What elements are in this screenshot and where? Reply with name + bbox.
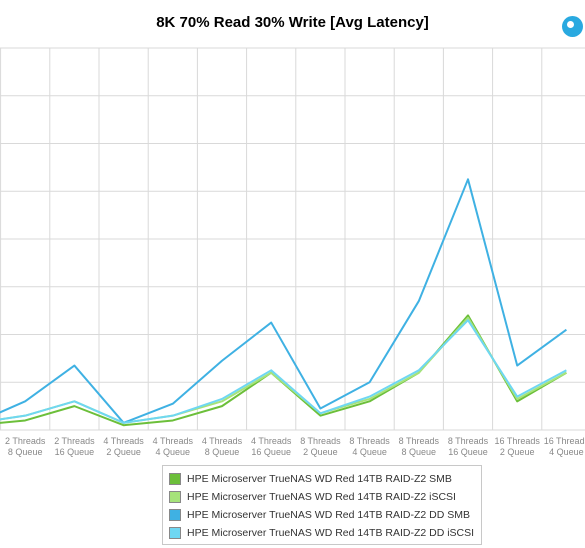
legend-item[interactable]: HPE Microserver TrueNAS WD Red 14TB RAID… [169, 489, 456, 504]
series-line-1 [0, 314, 567, 427]
logo-inner-dot [567, 21, 574, 28]
circle-logo-icon [562, 16, 583, 37]
legend-swatch [169, 490, 181, 503]
legend-label: HPE Microserver TrueNAS WD Red 14TB RAID… [187, 508, 470, 521]
series-line-3 [0, 178, 567, 424]
x-tick-label: 4 Threads 8 Queue [202, 436, 243, 457]
series-line-2 [0, 316, 567, 424]
series-lines [0, 178, 567, 427]
x-tick-label: 16 Threads 2 Queue [495, 436, 541, 457]
series-line-4 [0, 319, 567, 424]
legend-label: HPE Microserver TrueNAS WD Red 14TB RAID… [187, 490, 456, 503]
chart-legend: HPE Microserver TrueNAS WD Red 14TB RAID… [162, 465, 482, 545]
legend-item[interactable]: HPE Microserver TrueNAS WD Red 14TB RAID… [169, 471, 452, 486]
grid-lines [0, 47, 585, 431]
x-tick-label: 8 Threads 4 Queue [349, 436, 390, 457]
legend-swatch [169, 526, 181, 539]
x-tick-label: 4 Threads 16 Queue [251, 436, 292, 457]
legend-label: HPE Microserver TrueNAS WD Red 14TB RAID… [187, 526, 475, 539]
x-tick-label: 2 Threads 16 Queue [54, 436, 95, 457]
x-tick-label: 8 Threads 8 Queue [399, 436, 440, 457]
chart-title: 8K 70% Read 30% Write [Avg Latency] [156, 14, 429, 31]
legend-item[interactable]: HPE Microserver TrueNAS WD Red 14TB RAID… [169, 507, 470, 522]
legend-swatch [169, 472, 181, 485]
legend-swatch [169, 508, 181, 521]
x-tick-label: 8 Threads 2 Queue [300, 436, 341, 457]
x-tick-label: 4 Threads 2 Queue [103, 436, 144, 457]
x-tick-label: 8 Threads 16 Queue [448, 436, 489, 457]
x-tick-label: 16 Threads 4 Queue [544, 436, 585, 457]
x-tick-label: 4 Threads 4 Queue [153, 436, 194, 457]
legend-label: HPE Microserver TrueNAS WD Red 14TB RAID… [187, 472, 452, 485]
x-tick-label: 2 Threads 8 Queue [5, 436, 46, 457]
legend-item[interactable]: HPE Microserver TrueNAS WD Red 14TB RAID… [169, 525, 474, 540]
